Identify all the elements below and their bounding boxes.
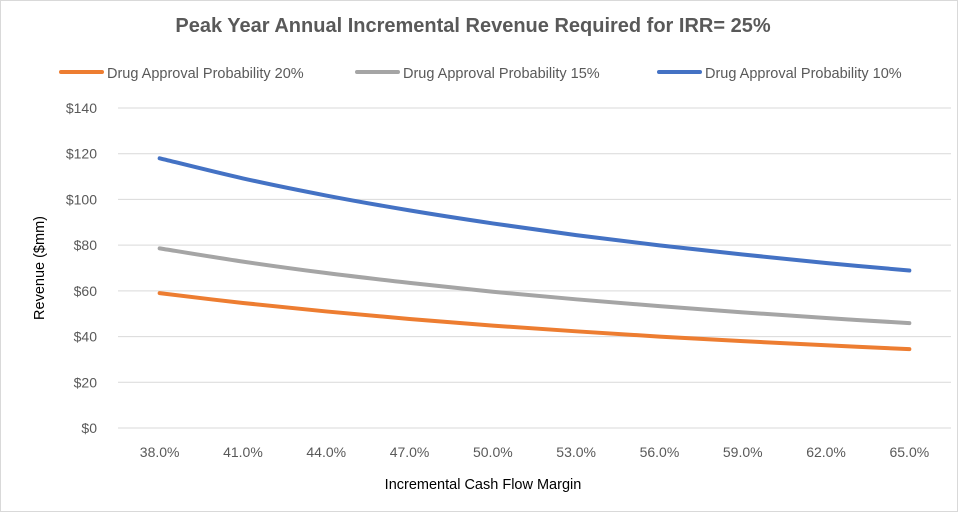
series-line-15[interactable] xyxy=(157,246,912,326)
x-axis-ticks: 38.0% 41.0% 44.0% 47.0% 50.0% 53.0% 56.0% 59.0%… xyxy=(140,444,929,460)
x-tick-label: 65.0% xyxy=(889,444,929,460)
y-tick-label: $100 xyxy=(66,191,97,207)
y-tick-label: $40 xyxy=(74,329,98,345)
legend: Drug Approval Probability 20% Drug Appro… xyxy=(59,66,902,82)
y-tick-label: $20 xyxy=(74,374,98,390)
y-tick-label: $0 xyxy=(81,420,97,436)
y-axis-label: Revenue ($mm) xyxy=(32,216,48,320)
x-axis-label: Incremental Cash Flow Margin xyxy=(385,477,582,493)
legend-item-10[interactable]: Drug Approval Probability 10% xyxy=(657,66,902,82)
gridlines xyxy=(118,107,951,429)
series-line-20[interactable] xyxy=(157,291,912,352)
x-tick-label: 56.0% xyxy=(640,444,680,460)
x-tick-label: 47.0% xyxy=(390,444,430,460)
x-tick-label: 59.0% xyxy=(723,444,763,460)
x-tick-label: 44.0% xyxy=(306,444,346,460)
chart-title: Peak Year Annual Incremental Revenue Req… xyxy=(175,15,770,37)
y-tick-label: $80 xyxy=(74,237,98,253)
x-tick-label: 53.0% xyxy=(556,444,596,460)
x-tick-label: 41.0% xyxy=(223,444,263,460)
legend-label-15: Drug Approval Probability 15% xyxy=(403,66,600,82)
legend-label-10: Drug Approval Probability 10% xyxy=(705,66,902,82)
y-tick-label: $60 xyxy=(74,283,98,299)
x-tick-label: 62.0% xyxy=(806,444,846,460)
series-line-10[interactable] xyxy=(157,156,912,273)
y-tick-label: $140 xyxy=(66,100,97,116)
x-tick-label: 50.0% xyxy=(473,444,513,460)
legend-item-20[interactable]: Drug Approval Probability 20% xyxy=(59,66,304,82)
y-axis-ticks: $0 $20 $40 $60 $80 $100 $120 $140 xyxy=(66,100,97,436)
legend-item-15[interactable]: Drug Approval Probability 15% xyxy=(355,66,600,82)
y-tick-label: $120 xyxy=(66,146,97,162)
legend-label-20: Drug Approval Probability 20% xyxy=(107,66,304,82)
x-tick-label: 38.0% xyxy=(140,444,180,460)
series-lines xyxy=(157,156,912,352)
